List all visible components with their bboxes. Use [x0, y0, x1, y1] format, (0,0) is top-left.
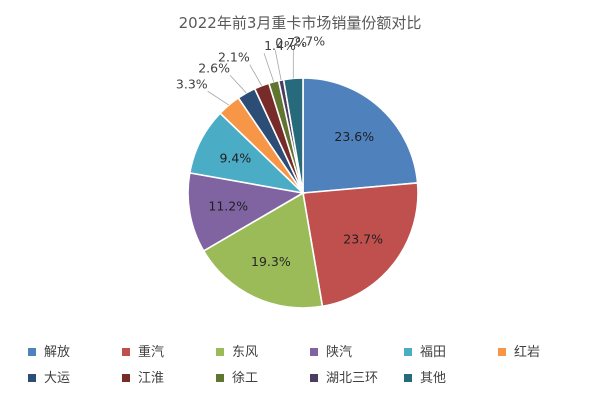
data-label-3: 19.3%	[251, 254, 291, 269]
leader-line-6	[207, 90, 230, 106]
leader-line-10	[274, 50, 282, 81]
legend-swatch-7	[28, 374, 36, 382]
legend-item-11: 其他	[404, 371, 446, 386]
legend-item-8: 江淮	[122, 371, 164, 386]
legend-label-9: 徐工	[232, 371, 258, 386]
legend-swatch-11	[404, 374, 412, 382]
data-label-6: 3.3%	[176, 76, 208, 91]
legend-swatch-6	[498, 348, 506, 356]
pie-slice-3	[202, 191, 324, 309]
legend-swatch-10	[310, 374, 318, 382]
pie-slice-1	[302, 77, 419, 194]
legend-label-1: 解放	[44, 345, 70, 360]
data-label-8: 2.1%	[218, 50, 250, 65]
legend-item-9: 徐工	[216, 371, 258, 386]
data-label-7: 2.6%	[198, 60, 230, 75]
legend-label-3: 东风	[232, 345, 258, 360]
legend-swatch-3	[216, 348, 224, 356]
data-label-2: 23.7%	[343, 231, 383, 246]
legend-swatch-8	[122, 374, 130, 382]
legend-label-4: 陕汽	[326, 345, 352, 360]
data-label-1: 23.6%	[334, 129, 374, 144]
leader-line-8	[249, 64, 263, 86]
legend-label-6: 红岩	[514, 344, 540, 360]
legend-item-10: 湖北三环	[310, 371, 378, 386]
chart-title: 2022年前3月重卡市场销量份额对比	[179, 14, 422, 32]
legend-label-10: 湖北三环	[326, 371, 378, 386]
slices-layer	[187, 77, 419, 309]
data-label-11: 2.7%	[293, 34, 325, 49]
pie-slice-4	[187, 171, 306, 253]
legend-item-4: 陕汽	[310, 345, 352, 360]
legend-item-6: 红岩	[498, 344, 540, 360]
legend-swatch-4	[310, 348, 318, 356]
leader-line-7	[229, 75, 247, 94]
data-label-4: 11.2%	[208, 198, 248, 213]
leader-line-9	[263, 53, 275, 82]
legend-item-3: 东风	[216, 345, 258, 360]
pie-slice-11	[282, 77, 304, 194]
pie-slice-2	[302, 182, 419, 308]
data-label-10: 0.7%	[275, 35, 307, 50]
legend-item-1: 解放	[28, 345, 70, 360]
legend-swatch-9	[216, 374, 224, 382]
legend-item-2: 重汽	[122, 344, 164, 360]
legend-label-2: 重汽	[138, 344, 164, 360]
legend-item-7: 大运	[28, 371, 70, 386]
legend-item-5: 福田	[404, 345, 446, 360]
legend-label-7: 大运	[44, 371, 70, 386]
legend-swatch-5	[404, 348, 412, 356]
data-label-5: 9.4%	[219, 151, 251, 166]
legend-label-5: 福田	[420, 345, 446, 360]
legend-swatch-2	[122, 348, 130, 356]
legend-label-11: 其他	[420, 371, 446, 386]
data-labels-layer: 23.6% 23.7% 19.3% 11.2% 9.4% 3.3%2.6%2.1% 1.4%…	[176, 34, 383, 269]
data-label-9: 1.4%	[264, 38, 296, 53]
legend-label-8: 江淮	[138, 371, 164, 386]
legend-swatch-1	[28, 348, 36, 356]
leader-lines-layer	[207, 48, 294, 106]
